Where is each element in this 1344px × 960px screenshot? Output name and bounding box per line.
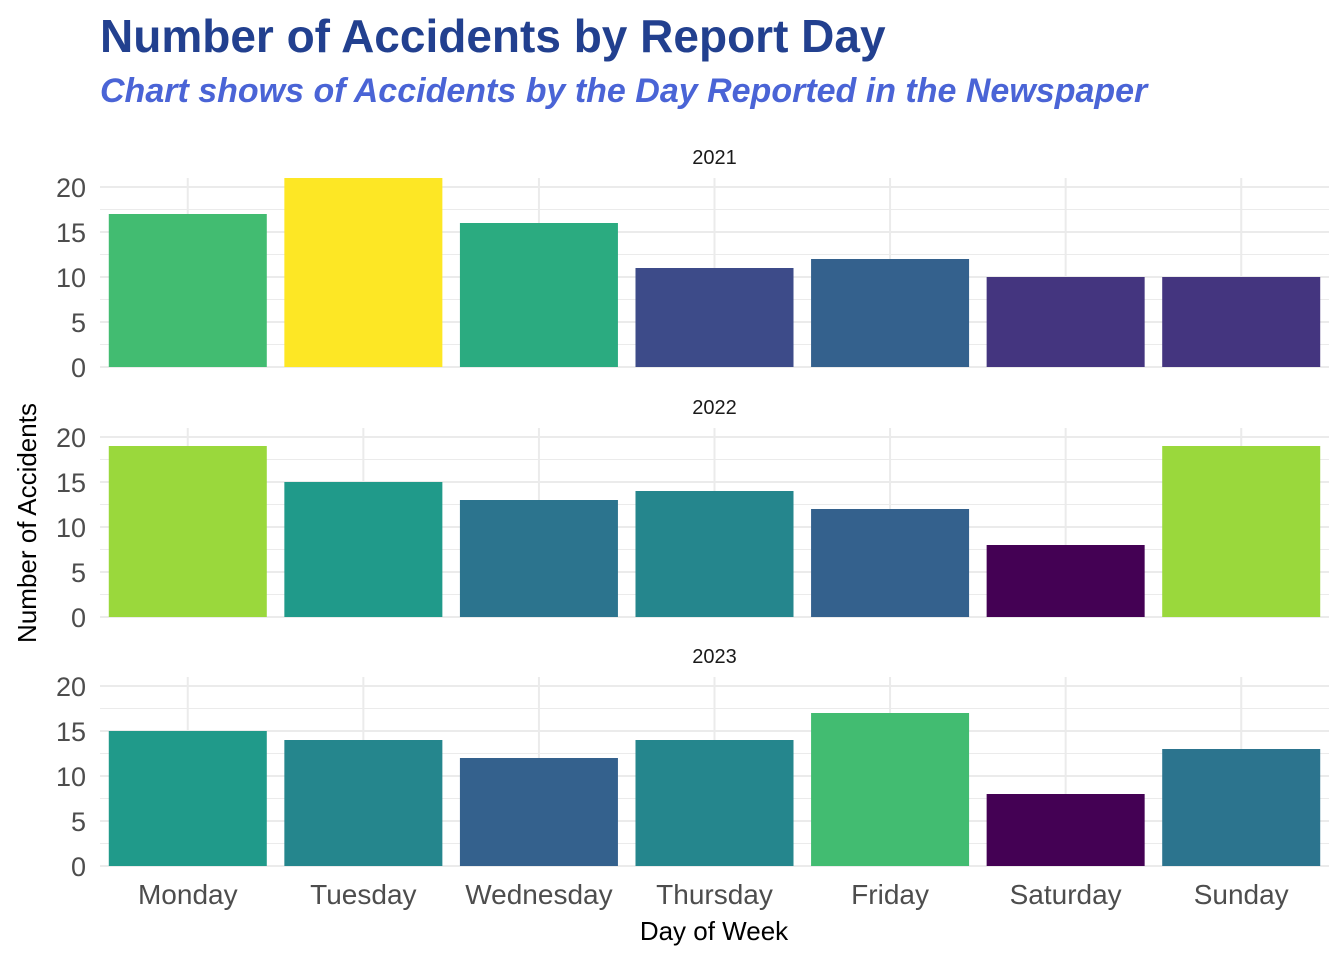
bar-2023-thursday [635, 740, 794, 866]
facet-panel-2022: 0 5 10 15 20 2022 [56, 397, 1329, 633]
x-tick-label: Tuesday [310, 879, 416, 910]
bar-2021-saturday [986, 277, 1145, 367]
y-tick-label: 0 [71, 852, 86, 882]
y-tick-label: 15 [56, 218, 86, 248]
y-tick-label: 20 [56, 173, 86, 203]
y-tick-label: 20 [56, 423, 86, 453]
facet-strip-label: 2022 [692, 397, 737, 419]
x-tick-label: Monday [138, 879, 238, 910]
y-tick-label: 10 [56, 513, 86, 543]
y-tick-label: 5 [71, 558, 86, 588]
bar-2023-saturday [986, 794, 1145, 866]
y-tick-label: 0 [71, 603, 86, 633]
bar-2022-tuesday [284, 482, 443, 617]
bar-2022-monday [108, 446, 267, 617]
y-tick-label: 5 [71, 807, 86, 837]
bar-2021-thursday [635, 268, 794, 367]
y-tick-label: 5 [71, 308, 86, 338]
bar-2023-friday [811, 713, 970, 866]
x-tick-label: Sunday [1194, 879, 1289, 910]
chart-subtitle: Chart shows of Accidents by the Day Repo… [100, 72, 1148, 110]
bar-2023-sunday [1162, 749, 1321, 866]
bar-2022-thursday [635, 491, 794, 617]
x-tick-label: Thursday [656, 879, 773, 910]
y-tick-label: 10 [56, 762, 86, 792]
bar-2023-tuesday [284, 740, 443, 866]
y-tick-label: 0 [71, 353, 86, 383]
facet-panels: 0 5 10 15 20 2021 0 5 10 15 20 2022 0 5 10 15 20 2023 [56, 147, 1329, 882]
bar-2021-wednesday [459, 223, 618, 367]
bar-2021-monday [108, 214, 267, 367]
bar-2022-wednesday [459, 500, 618, 617]
facet-strip-label: 2021 [692, 147, 737, 169]
bar-2021-tuesday [284, 178, 443, 367]
x-tick-label: Wednesday [465, 879, 612, 910]
x-tick-label: Friday [851, 879, 929, 910]
bar-2021-sunday [1162, 277, 1321, 367]
y-axis-title: Number of Accidents [12, 403, 42, 643]
facet-panel-2021: 0 5 10 15 20 2021 [56, 147, 1329, 383]
bar-2022-saturday [986, 545, 1145, 617]
facet-strip-label: 2023 [692, 646, 737, 668]
bar-2022-sunday [1162, 446, 1321, 617]
facet-panel-2023: 0 5 10 15 20 2023 [56, 646, 1329, 882]
bar-2021-friday [811, 259, 970, 367]
bar-2022-friday [811, 509, 970, 617]
x-tick-label: Saturday [1010, 879, 1122, 910]
chart-title: Number of Accidents by Report Day [100, 10, 886, 62]
x-axis-ticks: Monday Tuesday Wednesday Thursday Friday Satu… [138, 879, 1289, 910]
bar-2023-wednesday [459, 758, 618, 866]
bar-2023-monday [108, 731, 267, 866]
y-tick-label: 15 [56, 468, 86, 498]
y-tick-label: 15 [56, 717, 86, 747]
y-tick-label: 10 [56, 263, 86, 293]
x-axis-title: Day of Week [640, 916, 789, 946]
y-tick-label: 20 [56, 672, 86, 702]
